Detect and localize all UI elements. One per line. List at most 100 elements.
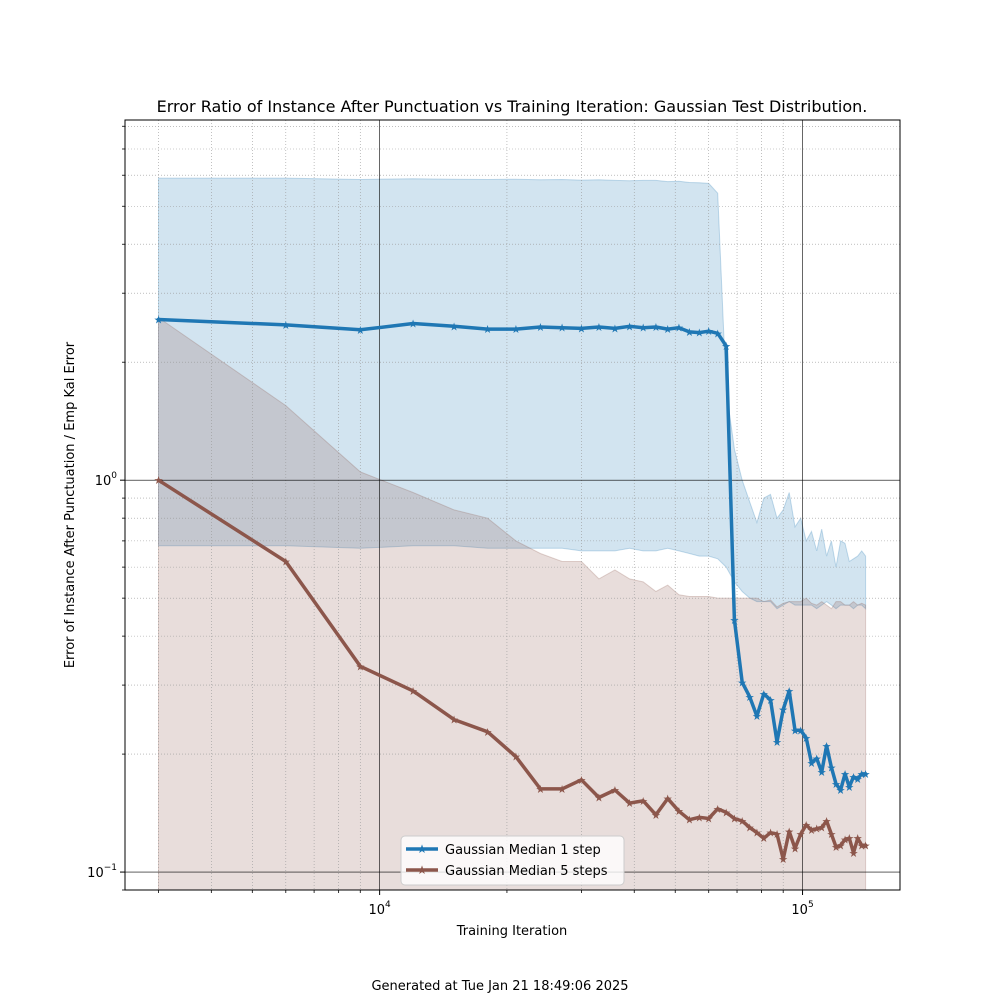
data-point-series-1: ★ [729,614,739,627]
data-point-series-2: ★ [790,842,800,855]
data-point-series-2: ★ [812,823,822,836]
data-point-series-2: ★ [281,556,291,569]
data-point-series-1: ★ [594,321,604,334]
data-point-series-1: ★ [625,320,635,333]
data-point-series-2: ★ [737,815,747,828]
legend-label-5-steps: Gaussian Median 5 steps [445,864,608,879]
data-point-series-2: ★ [857,839,867,852]
confidence-bands [158,177,867,891]
data-point-series-2: ★ [674,805,684,818]
data-point-series-1: ★ [721,340,731,353]
data-point-series-2: ★ [651,809,661,822]
data-point-series-2: ★ [822,815,832,828]
data-point-series-1: ★ [713,327,723,340]
data-point-series-2: ★ [796,828,806,841]
data-point-series-1: ★ [483,323,493,336]
data-point-series-2: ★ [784,825,794,838]
data-point-series-1: ★ [745,691,755,704]
legend-box [400,835,625,886]
data-point-series-2: ★ [663,793,673,806]
data-point-series-2: ★ [694,811,704,824]
series-markers: ★ ★ ★ ★ ★ ★ ★ ★ ★ ★ ★ ★ ★ ★ ★ ★ ★ ★ ★ ★ ★★★★★★★★★★★★★★★★★★★★… [154,314,871,867]
data-point-series-1: ★ [535,321,545,334]
data-point-series-1: ★ [694,327,704,340]
data-point-series-1: ★ [844,781,854,794]
x-axis-label: Training Iteration [456,924,568,939]
plot-frame [124,119,901,891]
data-point-series-2: ★ [594,792,604,805]
data-point-series-2: ★ [684,814,694,827]
data-point-series-2: ★ [483,726,493,739]
data-point-series-1: ★ [704,325,714,338]
data-point-series-1: ★ [610,322,620,335]
data-point-series-2: ★ [759,832,769,845]
data-point-series-1: ★ [752,710,762,723]
data-point-series-1: ★ [784,685,794,698]
data-point-series-1: ★ [778,703,788,716]
data-point-series-2: ★ [704,813,714,826]
data-point-series-1: ★ [737,676,747,689]
series-line-2 [156,478,868,861]
data-point-series-2: ★ [831,841,841,854]
data-point-series-2: ★ [844,832,854,845]
data-point-series-2: ★ [408,685,418,698]
data-point-series-1: ★ [663,323,673,336]
generated-timestamp: Generated at Tue Jan 21 18:49:06 2025 [371,979,628,994]
series-lines [156,317,868,861]
data-point-series-2: ★ [511,751,521,764]
data-point-series-1: ★ [812,752,822,765]
data-point-series-1: ★ [684,326,694,339]
data-point-series-2: ★ [449,714,459,727]
data-point-series-2: ★ [766,827,776,840]
data-point-series-1: ★ [861,768,871,781]
data-point-series-2: ★ [801,819,811,832]
confidence-band-1 [158,177,867,610]
legend-marker-1-step: ★ [417,842,428,856]
data-point-series-2: ★ [535,783,545,796]
data-point-series-1: ★ [651,321,661,334]
data-point-series-1: ★ [557,322,567,335]
data-point-series-2: ★ [729,813,739,826]
y-axis-label: Error of Instance After Punctuation / Em… [63,341,78,668]
data-point-series-1: ★ [408,318,418,331]
data-point-series-1: ★ [790,724,800,737]
data-point-series-1: ★ [511,323,521,336]
x-axis-ticks: 104 105 [158,890,814,918]
data-point-series-1: ★ [759,688,769,701]
data-point-series-1: ★ [857,768,867,781]
data-point-series-2: ★ [807,824,817,837]
data-point-series-2: ★ [557,783,567,796]
data-point-series-2: ★ [817,821,827,834]
data-point-series-2: ★ [745,821,755,834]
data-point-series-1: ★ [355,324,365,337]
data-point-series-2: ★ [826,828,836,841]
data-point-series-1: ★ [807,757,817,770]
data-point-series-1: ★ [449,320,459,333]
data-point-series-2: ★ [752,827,762,840]
data-point-series-1: ★ [831,778,841,791]
data-point-series-2: ★ [610,784,620,797]
legend-marker-5-steps: ★ [417,863,428,877]
data-point-series-2: ★ [849,847,859,860]
data-point-series-1: ★ [766,694,776,707]
data-point-series-2: ★ [355,660,365,673]
data-point-series-1: ★ [576,322,586,335]
data-point-series-1: ★ [849,771,859,784]
y-axis-ticks: 10−1 100 [87,125,125,891]
data-point-series-2: ★ [836,839,846,852]
data-point-series-2: ★ [638,795,648,808]
data-point-series-1: ★ [853,773,863,786]
legend: ★ Gaussian Median 1 step ★ Gaussian Medi… [400,835,625,886]
series-line-1 [156,317,868,792]
data-point-series-1: ★ [826,761,836,774]
data-point-series-1: ★ [281,319,291,332]
data-point-series-2: ★ [713,803,723,816]
data-point-series-1: ★ [638,322,648,335]
y-tick-label: 10−1 [87,863,117,881]
data-point-series-2: ★ [721,806,731,819]
data-point-series-1: ★ [772,736,782,749]
data-point-series-1: ★ [801,732,811,745]
data-point-series-1: ★ [674,322,684,335]
data-point-series-2: ★ [840,834,850,847]
data-point-series-2: ★ [778,853,788,866]
